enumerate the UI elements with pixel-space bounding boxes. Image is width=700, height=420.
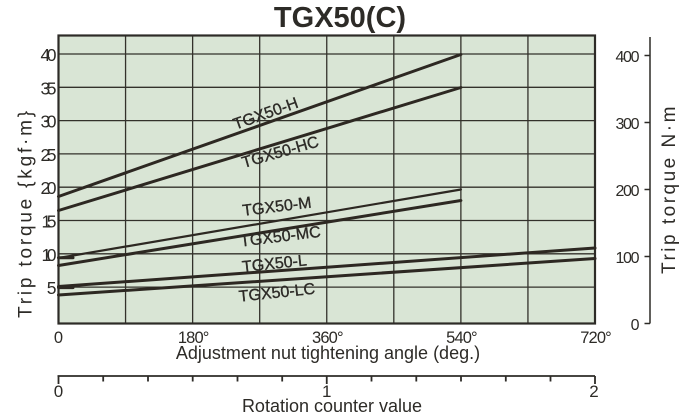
- svg-text:100: 100: [616, 250, 640, 267]
- svg-text:0: 0: [631, 317, 640, 334]
- svg-text:540°: 540°: [446, 329, 478, 347]
- svg-text:360°: 360°: [312, 329, 344, 347]
- svg-text:Adjustment nut tightening angl: Adjustment nut tightening angle (deg.): [176, 343, 480, 363]
- svg-text:0: 0: [54, 382, 63, 401]
- svg-text:40: 40: [41, 45, 57, 65]
- svg-text:2: 2: [589, 382, 598, 401]
- svg-text:Trip torque N·m: Trip torque N·m: [659, 104, 680, 274]
- svg-text:25: 25: [41, 145, 57, 165]
- svg-text:TGX50-L: TGX50-L: [241, 252, 307, 276]
- svg-text:TGX50(C): TGX50(C): [274, 2, 406, 34]
- svg-text:Rotation counter value: Rotation counter value: [242, 396, 422, 416]
- svg-text:20: 20: [41, 178, 57, 198]
- svg-text:300: 300: [616, 116, 640, 133]
- svg-text:200: 200: [616, 183, 640, 200]
- svg-text:0: 0: [54, 329, 63, 347]
- svg-text:15: 15: [42, 212, 57, 232]
- svg-text:Trip torque {kgf·m}: Trip torque {kgf·m}: [16, 108, 37, 318]
- svg-text:30: 30: [41, 112, 57, 132]
- svg-text:400: 400: [616, 49, 640, 66]
- svg-text:180°: 180°: [178, 329, 210, 347]
- svg-text:720°: 720°: [580, 329, 612, 347]
- svg-text:35: 35: [41, 78, 57, 98]
- svg-text:5: 5: [47, 278, 57, 298]
- svg-text:1: 1: [322, 382, 331, 401]
- svg-text:10: 10: [42, 245, 57, 265]
